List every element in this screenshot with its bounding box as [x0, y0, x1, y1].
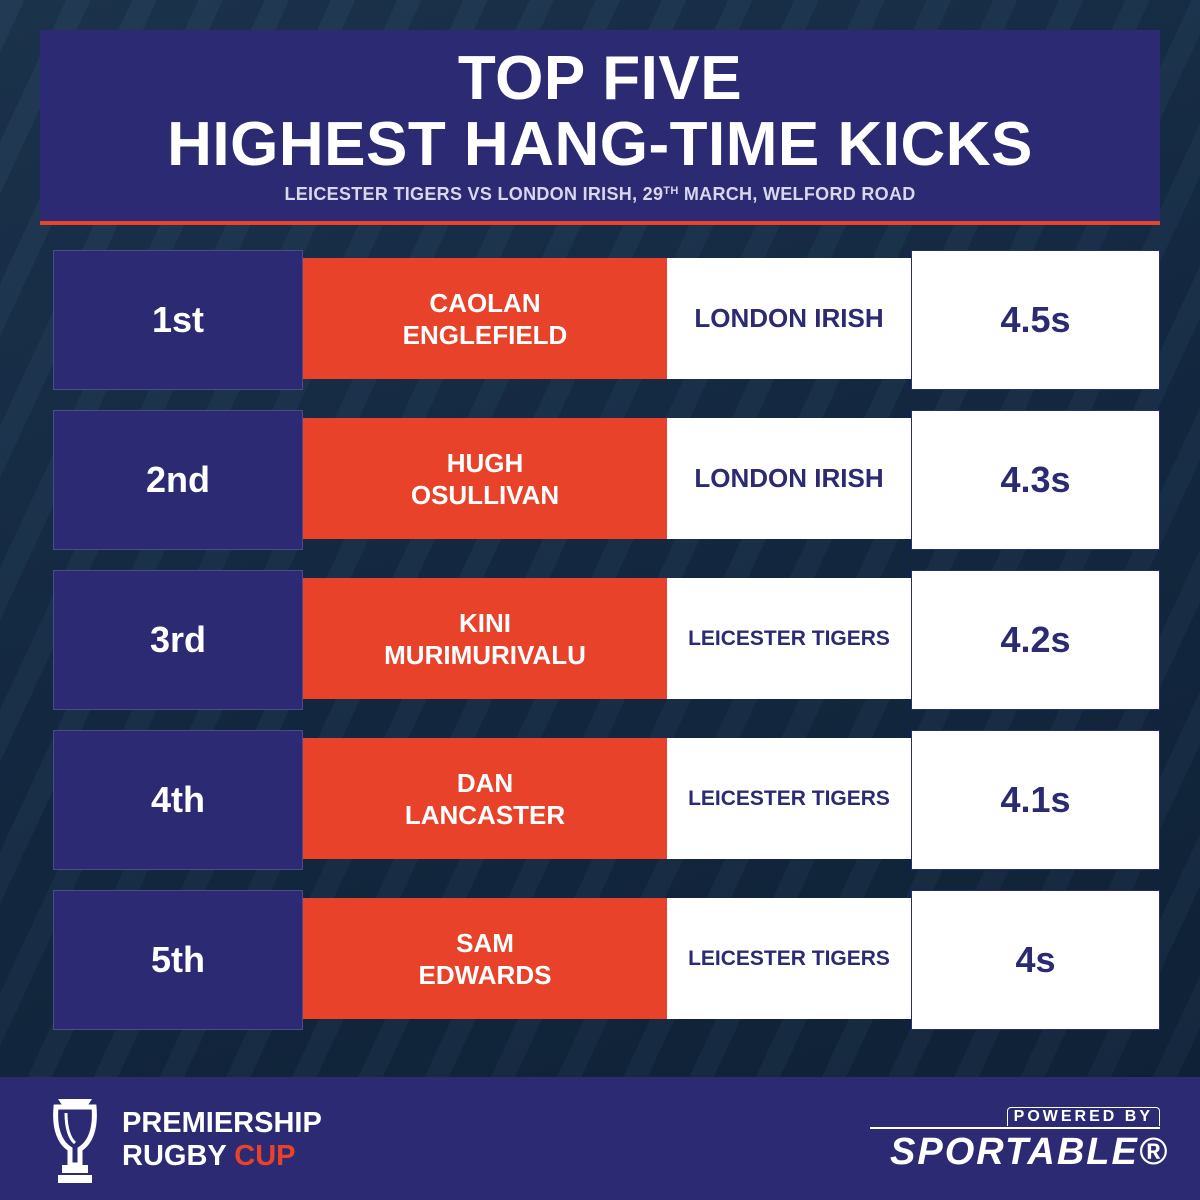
player-last-name: MURIMURIVALU [384, 639, 586, 670]
trophy-icon [53, 1099, 97, 1183]
hang-time-cell: 4.5s [911, 250, 1160, 390]
hang-time-cell: 4.2s [911, 570, 1160, 710]
player-first-name: CAOLAN [429, 287, 541, 318]
brand-line-1: PREMIERSHIP [122, 1107, 322, 1139]
player-name-cell: DAN LANCASTER [303, 738, 667, 859]
brand-line-2: RUGBY CUP [122, 1140, 322, 1173]
team-cell: LEICESTER TIGERS [667, 578, 911, 699]
team-cell: LONDON IRISH [667, 258, 911, 379]
rank-cell: 2nd [53, 410, 303, 550]
player-last-name: LANCASTER [404, 799, 566, 830]
ranking-row: 3rd KINI MURIMURIVALU LEICESTER TIGERS 4… [53, 570, 1160, 710]
rank-cell: 4th [53, 730, 303, 870]
footer-bar: PREMIERSHIP RUGBY CUP POWERED BY SPORTAB… [0, 1077, 1200, 1200]
page-subtitle: LEICESTER TIGERS VS LONDON IRISH, 29TH M… [40, 184, 1160, 205]
header-banner: TOP FIVE HIGHEST HANG-TIME KICKS LEICEST… [40, 30, 1160, 225]
ranking-row: 2nd HUGH OSULLIVAN LONDON IRISH 4.3s [53, 410, 1160, 550]
ranking-row: 4th DAN LANCASTER LEICESTER TIGERS 4.1s [53, 730, 1160, 870]
brand-rugby: RUGBY [122, 1140, 227, 1172]
player-first-name: KINI [459, 607, 511, 638]
player-name-cell: HUGH OSULLIVAN [303, 418, 667, 539]
subtitle-text-before: LEICESTER TIGERS VS LONDON IRISH, 29 [284, 184, 664, 204]
player-last-name: ENGLEFIELD [402, 319, 568, 350]
player-last-name: EDWARDS [418, 959, 552, 990]
player-first-name: DAN [456, 767, 514, 798]
sponsor-powered-by: POWERED BY [1006, 1107, 1160, 1126]
team-cell: LEICESTER TIGERS [667, 738, 911, 859]
player-first-name: SAM [456, 927, 514, 958]
player-first-name: HUGH [446, 447, 524, 478]
ranking-row: 1st CAOLAN ENGLEFIELD LONDON IRISH 4.5s [53, 250, 1160, 390]
competition-brand: PREMIERSHIP RUGBY CUP [122, 1107, 322, 1173]
brand-cup: CUP [234, 1140, 296, 1172]
player-last-name: OSULLIVAN [410, 479, 560, 510]
subtitle-superscript: TH [663, 185, 679, 197]
ranking-row: 5th SAM EDWARDS LEICESTER TIGERS 4s [53, 890, 1160, 1030]
sponsor-divider [870, 1127, 1160, 1129]
team-cell: LEICESTER TIGERS [667, 898, 911, 1019]
player-name-cell: SAM EDWARDS [303, 898, 667, 1019]
rank-cell: 5th [53, 890, 303, 1030]
hang-time-cell: 4s [911, 890, 1160, 1030]
player-name-cell: CAOLAN ENGLEFIELD [303, 258, 667, 379]
subtitle-text-after: MARCH, WELFORD ROAD [678, 184, 916, 204]
rank-cell: 1st [53, 250, 303, 390]
sponsor-name: SPORTABLE® [890, 1131, 1169, 1173]
page-title-line-1: TOP FIVE [457, 44, 743, 113]
page-title-line-2: HIGHEST HANG-TIME KICKS [167, 110, 1033, 179]
hang-time-cell: 4.3s [911, 410, 1160, 550]
rank-cell: 3rd [53, 570, 303, 710]
hang-time-cell: 4.1s [911, 730, 1160, 870]
sponsor-logo: POWERED BY SPORTABLE® [870, 1107, 1167, 1177]
team-cell: LONDON IRISH [667, 418, 911, 539]
player-name-cell: KINI MURIMURIVALU [303, 578, 667, 699]
